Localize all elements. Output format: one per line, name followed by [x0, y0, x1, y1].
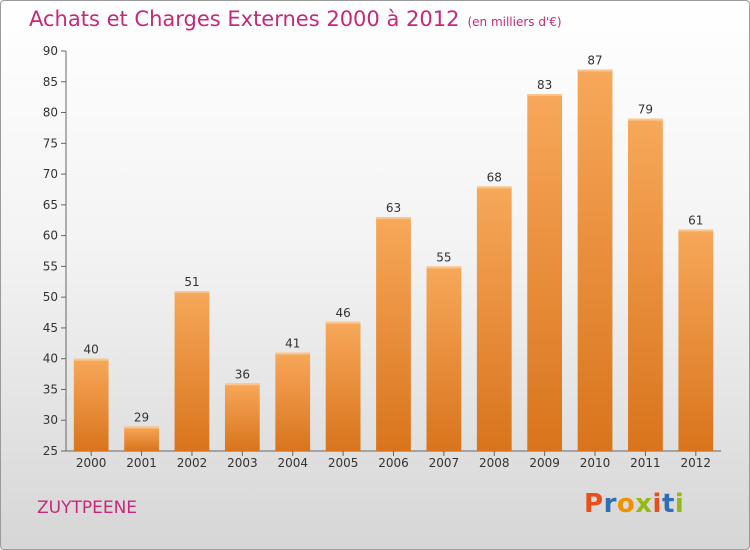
data-label: 79 — [638, 103, 653, 117]
x-tick-label: 2004 — [277, 456, 308, 470]
y-tick-label: 45 — [43, 321, 58, 335]
bar-highlight — [527, 94, 563, 97]
bar-highlight — [275, 352, 311, 355]
y-tick-label: 65 — [43, 198, 58, 212]
logo-letter: r — [603, 489, 617, 519]
bar — [527, 94, 563, 452]
bar — [426, 266, 462, 451]
proxiti-logo: Proxiti — [584, 489, 684, 519]
bar — [174, 291, 210, 451]
bar — [224, 383, 260, 451]
y-tick-label: 40 — [43, 352, 58, 366]
bar — [124, 426, 159, 451]
y-tick-label: 30 — [43, 413, 58, 427]
bar — [73, 358, 109, 451]
bar-highlight — [376, 217, 411, 220]
y-tick-label: 50 — [43, 290, 58, 304]
data-label: 55 — [436, 250, 451, 264]
bar — [678, 229, 714, 451]
chart-title-text: Achats et Charges Externes 2000 à 2012 — [29, 7, 460, 31]
data-label: 41 — [285, 337, 300, 351]
data-label: 68 — [487, 170, 502, 184]
data-label: 61 — [688, 213, 703, 227]
logo-letter: P — [584, 489, 604, 519]
bar-highlight — [426, 266, 462, 269]
data-label: 29 — [134, 410, 149, 424]
bar — [275, 352, 311, 451]
data-label: 51 — [184, 275, 199, 289]
y-tick-label: 35 — [43, 382, 58, 396]
bar — [628, 118, 663, 451]
y-tick-label: 90 — [43, 44, 58, 58]
bar — [577, 69, 613, 451]
x-tick-label: 2012 — [681, 456, 712, 470]
y-tick-label: 80 — [43, 106, 58, 120]
x-tick-label: 2003 — [227, 456, 258, 470]
data-label: 63 — [386, 201, 401, 215]
logo-letter: i — [652, 489, 662, 519]
data-label: 83 — [537, 78, 552, 92]
data-label: 46 — [335, 306, 350, 320]
x-tick-label: 2001 — [126, 456, 157, 470]
bar-highlight — [678, 229, 714, 232]
x-tick-label: 2000 — [76, 456, 107, 470]
x-tick-label: 2002 — [177, 456, 208, 470]
bar — [476, 186, 512, 451]
bar-highlight — [628, 118, 663, 121]
x-tick-label: 2005 — [328, 456, 359, 470]
y-tick-label: 25 — [43, 444, 58, 458]
bar-highlight — [476, 186, 512, 189]
chart-title-unit: (en milliers d'€) — [467, 15, 562, 29]
bar — [376, 217, 411, 451]
logo-letter: t — [661, 489, 675, 519]
y-tick-label: 75 — [43, 136, 58, 150]
x-tick-label: 2007 — [429, 456, 460, 470]
y-tick-label: 60 — [43, 229, 58, 243]
logo-letter: o — [616, 489, 636, 519]
commune-name: ZUYTPEENE — [37, 498, 138, 518]
data-label: 87 — [587, 53, 602, 67]
logo-letter: i — [674, 489, 685, 519]
data-label: 36 — [235, 367, 250, 381]
data-label: 40 — [84, 343, 99, 357]
bar-highlight — [73, 358, 109, 361]
chart-title: Achats et Charges Externes 2000 à 2012 (e… — [29, 7, 562, 31]
y-tick-label: 70 — [43, 167, 58, 181]
x-tick-label: 2011 — [630, 456, 661, 470]
x-tick-label: 2008 — [479, 456, 510, 470]
x-tick-label: 2010 — [580, 456, 611, 470]
bar-highlight — [224, 383, 260, 386]
bar-highlight — [124, 426, 159, 429]
bar-highlight — [325, 321, 361, 324]
bar-highlight — [577, 69, 613, 72]
logo-letter: x — [635, 489, 653, 519]
y-tick-label: 85 — [43, 75, 58, 89]
bar — [325, 321, 361, 451]
y-tick-label: 55 — [43, 259, 58, 273]
x-tick-label: 2006 — [378, 456, 409, 470]
bar-highlight — [174, 291, 210, 293]
x-tick-label: 2009 — [529, 456, 560, 470]
